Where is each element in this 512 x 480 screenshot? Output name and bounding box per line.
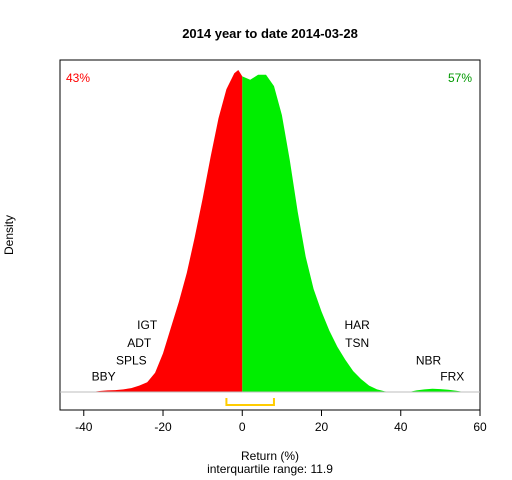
annotation-label: FRX (440, 370, 464, 384)
x-axis: -40 -20 0 20 40 60 (75, 409, 487, 434)
x-tick-label: 60 (473, 420, 487, 434)
x-tick-label: -40 (75, 420, 93, 434)
x-tick-label: 40 (394, 420, 408, 434)
annotation-label: HAR (344, 318, 370, 332)
y-axis-label: Density (2, 215, 16, 255)
annotation-label: IGT (137, 318, 158, 332)
iqr-subtitle: interquartile range: 11.9 (207, 462, 333, 476)
x-axis-label: Return (%) (241, 449, 299, 463)
x-tick-label: 20 (315, 420, 329, 434)
iqr-bracket (225, 398, 275, 406)
annotation-label: NBR (416, 354, 442, 368)
negative-percent-label: 43% (66, 71, 90, 85)
annotation-label: BBY (92, 370, 116, 384)
positive-percent-label: 57% (448, 71, 472, 85)
x-tick-label: -20 (154, 420, 172, 434)
density-areas (91, 70, 465, 393)
annotation-label: ADT (127, 336, 152, 350)
annotation-label: SPLS (116, 354, 147, 368)
negative-density-area (91, 70, 243, 392)
positive-density-area (242, 74, 465, 393)
x-tick-label: 0 (239, 420, 246, 434)
chart-title: 2014 year to date 2014-03-28 (182, 26, 358, 41)
annotation-label: TSN (345, 336, 369, 350)
